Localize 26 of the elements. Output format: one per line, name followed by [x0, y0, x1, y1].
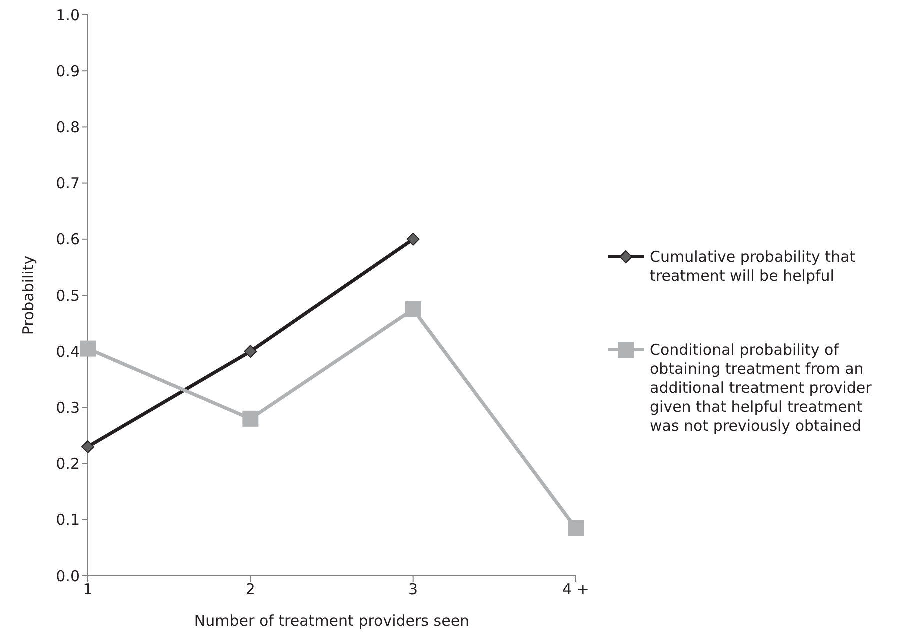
x-axis-title: Number of treatment providers seen [194, 612, 470, 630]
point [568, 520, 584, 536]
y-tick-label: 0.3 [56, 399, 80, 418]
y-tick-label: 0.8 [56, 118, 80, 137]
y-tick-label: 0.4 [56, 342, 80, 361]
x-tick-label: 2 [246, 580, 256, 599]
point [242, 410, 259, 427]
x-tick-label: 1 [83, 580, 93, 599]
x-tick-label: 3 [408, 580, 418, 599]
y-tick-label: 0.6 [56, 230, 80, 249]
y-tick-label: 0.7 [56, 174, 80, 193]
y-tick-label: 0.2 [56, 455, 80, 474]
legend-label: Conditional probability of obtaining treatment from an additional treatment provider given that helpful treatment was not previously obtained [650, 341, 873, 436]
y-tick-label: 0.5 [56, 286, 80, 305]
legend-label: Cumulative probability that treatment will be helpful [650, 248, 857, 286]
x-tick-label: 4 + [562, 580, 590, 599]
y-axis-title: Probability [19, 256, 38, 336]
y-tick-label: 0.1 [56, 511, 80, 530]
point [80, 340, 96, 357]
point [244, 345, 258, 358]
point [406, 232, 420, 246]
point [405, 302, 422, 318]
y-tick-label: 0.9 [56, 62, 80, 80]
y-tick-label: 1.0 [56, 6, 80, 24]
point [82, 440, 94, 454]
y-tick-label: 0.0 [56, 567, 80, 586]
